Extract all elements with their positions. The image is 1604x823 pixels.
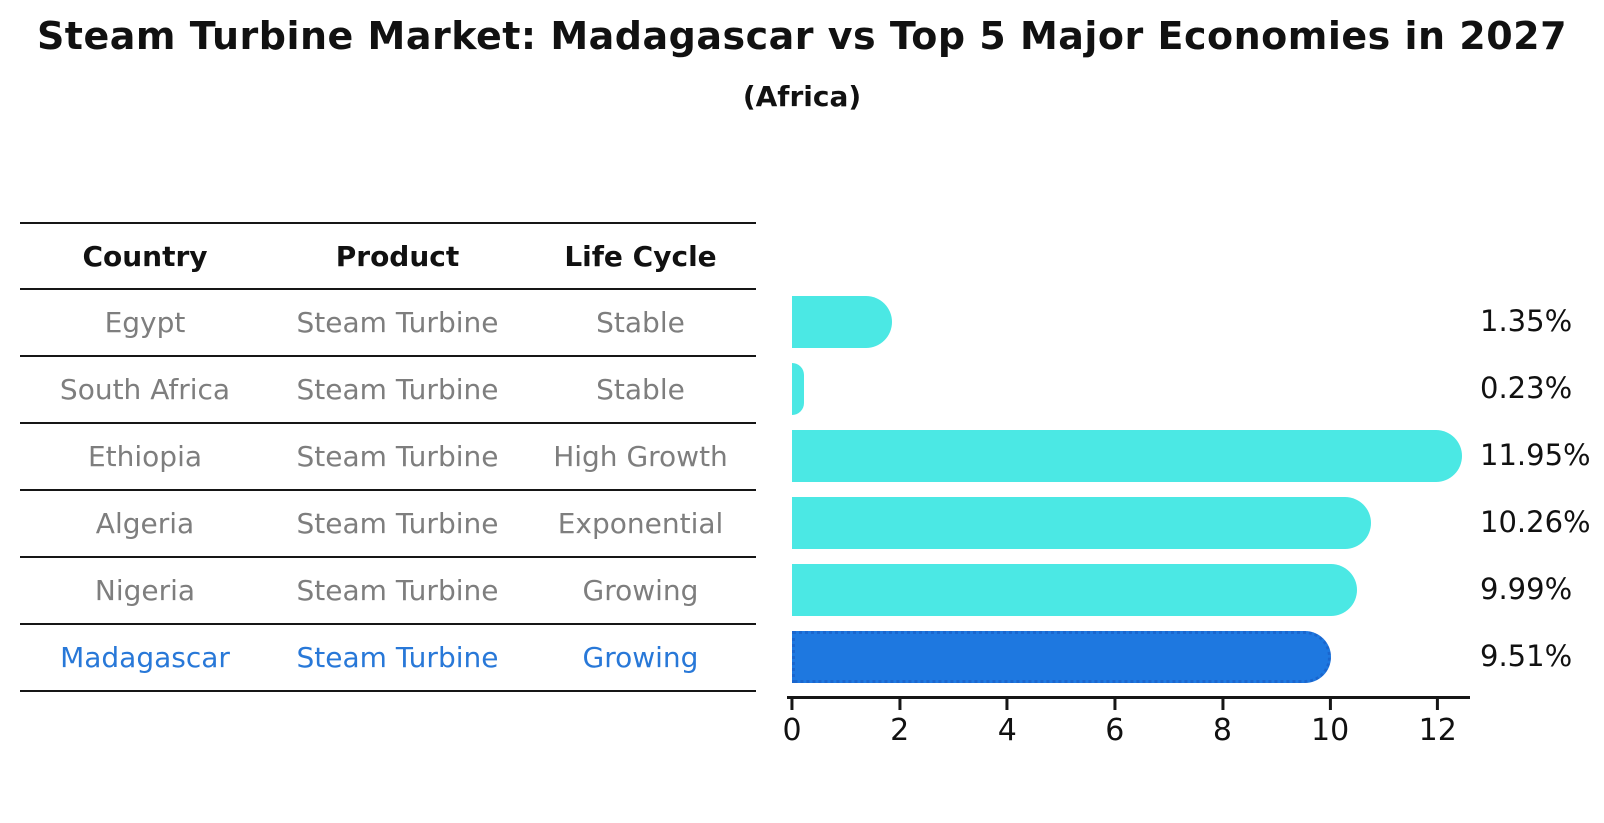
cell-product: Steam Turbine [296,574,499,607]
cell-life-cycle: Stable [596,306,685,339]
bar-row [792,623,1470,690]
tick-label: 12 [1418,713,1457,748]
bar-nigeria [792,563,1357,616]
table-row-south-africa: South Africa Steam Turbine Stable [20,357,756,424]
value-label-nigeria: 9.99% [1480,572,1573,606]
x-axis-tick: 2 [890,699,909,748]
cell-country: South Africa [59,373,231,406]
bar-row [792,288,1470,355]
tick-mark [1005,699,1009,710]
value-label-column: 1.35% 0.23% 11.95% 10.26% 9.99% 9.51% [1480,288,1591,690]
tick-mark [1328,699,1332,710]
cell-life-cycle: Stable [596,373,685,406]
column-header-product: Product [335,239,460,273]
cell-life-cycle: Exponential [557,507,724,540]
bar-south-africa [792,362,805,415]
tick-label: 6 [1105,713,1125,748]
x-axis-tick: 0 [782,699,802,748]
chart-title: Steam Turbine Market: Madagascar vs Top … [36,14,1568,58]
value-label-egypt: 1.35% [1480,304,1573,338]
value-label-madagascar: 9.51% [1480,639,1573,673]
tick-label: 10 [1311,713,1350,748]
country-table: Country Product Life Cycle Egypt Steam T… [20,222,756,692]
bar-madagascar [792,630,1331,683]
tick-label: 0 [782,713,802,748]
bar-row [792,489,1470,556]
x-axis: 0 2 4 6 8 10 12 [782,699,1470,759]
value-label-algeria: 10.26% [1480,505,1591,539]
table-row-egypt: Egypt Steam Turbine Stable [20,290,756,357]
bar-row [792,422,1470,489]
cell-product: Steam Turbine [296,440,499,473]
tick-label: 8 [1212,713,1233,748]
cell-country: Nigeria [94,574,196,607]
tick-mark [898,699,902,710]
value-label-ethiopia: 11.95% [1480,438,1591,472]
cell-country: Algeria [95,507,195,540]
table-header-row: Country Product Life Cycle [20,224,756,290]
value-label-south-africa: 0.23% [1480,371,1573,405]
tick-label: 2 [890,713,910,748]
table-row-nigeria: Nigeria Steam Turbine Growing [20,558,756,625]
tick-mark [1436,699,1440,710]
cell-country: Egypt [104,306,186,339]
cell-country: Ethiopia [87,440,203,473]
cell-country: Madagascar [60,641,230,674]
cell-life-cycle: High Growth [553,440,728,473]
cell-life-cycle: Growing [582,574,699,607]
bar-row [792,355,1470,422]
x-axis-tick: 10 [1311,699,1349,748]
cell-product: Steam Turbine [296,373,499,406]
bar-ethiopia [792,429,1463,482]
tick-label: 4 [997,713,1017,748]
x-axis-line [787,696,1470,699]
bar-algeria [792,496,1372,549]
x-axis-tick: 8 [1213,699,1232,748]
bar-egypt [792,295,892,348]
column-header-country: Country [82,239,208,273]
tick-mark [790,699,794,710]
table-row-madagascar: Madagascar Steam Turbine Growing [20,625,756,692]
tick-mark [1220,699,1224,710]
x-axis-tick: 6 [1105,699,1124,748]
tick-mark [1113,699,1117,710]
bar-plot-area [792,288,1470,690]
cell-product: Steam Turbine [296,306,499,339]
bar-row [792,556,1470,623]
cell-life-cycle: Growing [582,641,699,674]
chart-subtitle: (Africa) [742,80,862,113]
x-axis-tick: 12 [1419,699,1457,748]
table-row-algeria: Algeria Steam Turbine Exponential [20,491,756,558]
x-axis-tick: 4 [998,699,1017,748]
cell-product: Steam Turbine [296,507,499,540]
table-row-ethiopia: Ethiopia Steam Turbine High Growth [20,424,756,491]
column-header-life-cycle: Life Cycle [564,239,717,273]
cell-product: Steam Turbine [296,641,499,674]
